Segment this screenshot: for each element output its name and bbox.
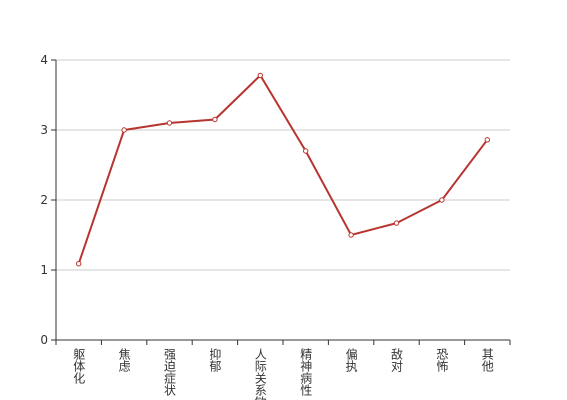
y-tick-label: 2 (40, 193, 48, 207)
y-tick-label: 3 (40, 123, 48, 137)
point (257, 72, 263, 79)
x-tick-label: 强迫症状 (163, 348, 177, 396)
x-tick-label: 人际关系敏感 (253, 348, 267, 400)
x-tick-label: 焦虑 (117, 348, 131, 372)
point (303, 148, 309, 154)
y-tick-label: 0 (40, 333, 48, 347)
x-tick-label: 其他 (480, 348, 494, 372)
x-tick-label: 精神病性 (299, 348, 313, 397)
point (212, 116, 218, 123)
x-tick-label: 敌对 (390, 347, 404, 372)
point (76, 261, 82, 267)
point (439, 197, 445, 203)
point (393, 220, 400, 226)
point (166, 120, 173, 126)
point (348, 232, 354, 238)
point (121, 127, 127, 133)
x-tick-label: 恐怖 (435, 348, 449, 372)
point (484, 137, 490, 143)
line (77, 73, 489, 265)
y-tick-label: 1 (40, 263, 48, 277)
x-tick-label: 偏执 (344, 347, 358, 373)
x-tick-label: 抑郁 (208, 347, 222, 373)
x-tick-label: 躯体化 (72, 347, 86, 385)
y-tick-label: 4 (40, 53, 48, 67)
